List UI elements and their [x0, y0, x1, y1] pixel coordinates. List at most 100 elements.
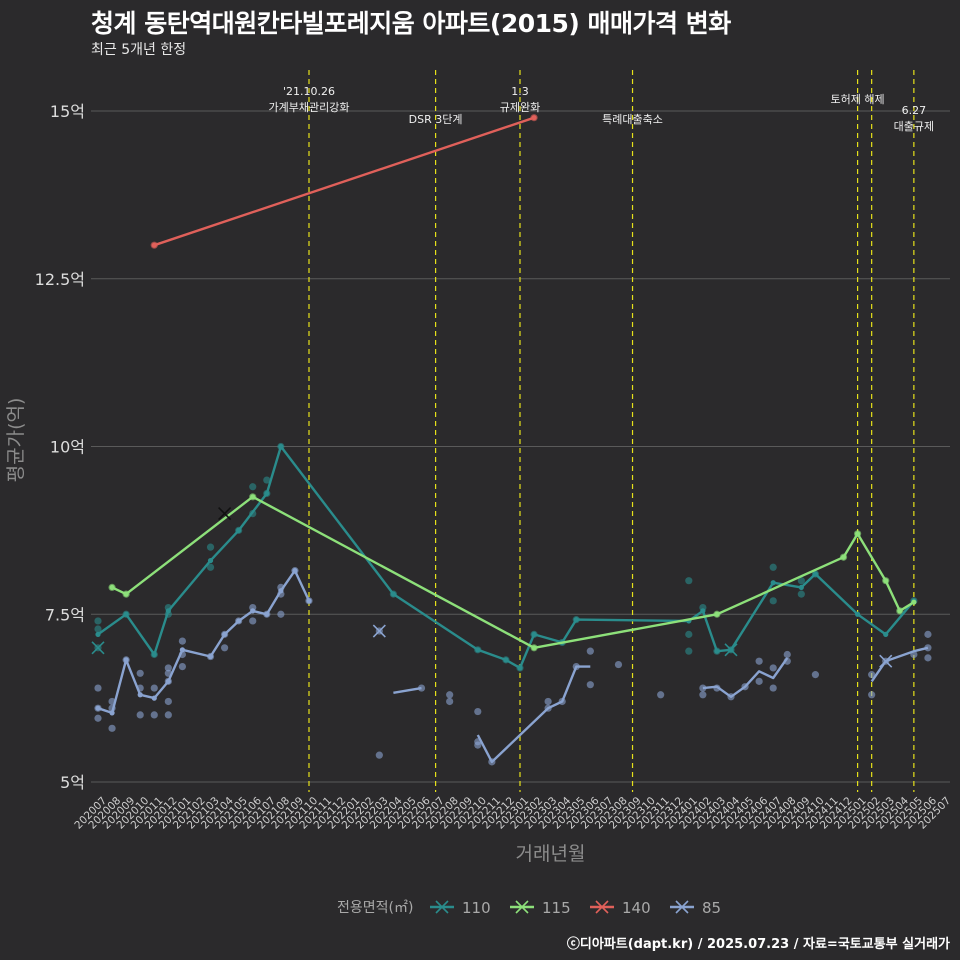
data-point — [263, 476, 271, 484]
data-point — [94, 684, 102, 692]
data-point — [446, 691, 454, 699]
series-vertex — [109, 584, 115, 591]
y-tick-label: 7.5억 — [45, 605, 85, 624]
data-point — [783, 650, 791, 659]
series-vertex — [840, 554, 847, 560]
series-vertex — [855, 531, 861, 537]
data-point — [94, 617, 102, 625]
series-vertex — [179, 647, 185, 653]
legend-swatch-cross — [515, 900, 529, 914]
data-point — [150, 711, 158, 719]
data-point — [206, 563, 215, 571]
legend-swatch-cross — [595, 900, 609, 914]
data-point — [474, 707, 482, 716]
series-vertex — [207, 557, 214, 564]
legend-item: 115 — [510, 899, 571, 917]
data-point — [924, 644, 932, 652]
policy-marker-label: DSR 3단계 — [409, 113, 463, 126]
policy-marker-label: 규제완화 — [500, 101, 540, 114]
data-point — [164, 664, 172, 672]
legend-label: 85 — [702, 899, 721, 917]
data-point — [136, 711, 144, 719]
y-tick-label: 15억 — [50, 102, 85, 121]
legend-item: 140 — [590, 899, 651, 917]
series-vertex — [123, 591, 129, 597]
chart-subtitle: 최근 5개년 한정 — [91, 42, 187, 58]
series-vertex — [95, 631, 101, 637]
data-point — [544, 697, 552, 706]
data-point — [755, 677, 763, 685]
series-vertex — [503, 657, 509, 663]
series-vertex — [855, 611, 861, 617]
series-vertex — [250, 494, 256, 500]
cross-marker — [724, 643, 738, 657]
policy-marker-label: 6.27 — [902, 104, 927, 117]
legend-title: 전용면적(㎡) — [337, 900, 413, 916]
data-point — [94, 625, 102, 633]
policy-marker-label: 특례대출축소 — [602, 113, 663, 126]
series-vertex — [292, 568, 298, 574]
legend-label: 115 — [542, 899, 571, 917]
series-vertex — [264, 490, 270, 497]
data-point — [755, 657, 763, 665]
series-line — [111, 495, 915, 649]
series-vertex — [165, 678, 171, 684]
series-line — [702, 657, 789, 698]
cross-marker — [218, 507, 232, 521]
legend-swatch-cross — [675, 900, 689, 914]
series-vertex — [278, 443, 284, 450]
series-vertex — [165, 608, 171, 614]
data-point — [797, 590, 805, 598]
policy-marker-label: 1.3 — [511, 85, 529, 98]
series-vertex — [883, 578, 889, 584]
cross-marker — [91, 641, 105, 655]
data-point — [685, 647, 693, 655]
data-point — [206, 543, 215, 551]
series-vertex — [883, 631, 889, 637]
data-point — [178, 637, 186, 645]
series-vertex — [222, 631, 228, 637]
data-point — [94, 714, 102, 722]
data-point — [178, 662, 186, 671]
data-point — [446, 697, 454, 706]
data-point — [136, 669, 144, 677]
series-line — [153, 116, 535, 247]
series-vertex — [306, 598, 312, 604]
data-point — [614, 660, 623, 669]
series-vertex — [798, 584, 804, 591]
data-point — [586, 647, 594, 655]
series-vertex — [573, 617, 579, 623]
series-vertex — [770, 580, 776, 586]
series-vertex — [531, 645, 537, 651]
data-point — [474, 741, 482, 749]
policy-marker-label: 토허제 해제 — [831, 92, 885, 106]
series-vertex — [123, 611, 129, 617]
data-point — [249, 617, 257, 625]
y-axis-title: 평균가(억) — [5, 398, 27, 483]
legend-swatch-cross — [435, 900, 449, 914]
legend-label: 110 — [462, 899, 491, 917]
data-point — [924, 654, 932, 662]
series-vertex — [531, 115, 537, 121]
legend-item: 110 — [430, 899, 491, 917]
data-point — [868, 671, 876, 679]
series-vertex — [95, 705, 101, 711]
data-point — [769, 664, 777, 672]
data-point — [811, 671, 820, 679]
data-point — [769, 597, 777, 605]
policy-marker-label: 가계부채관리강화 — [269, 101, 350, 114]
series-vertex — [151, 695, 157, 701]
series-vertex — [531, 631, 537, 637]
series-vertex — [236, 618, 242, 624]
chart-title: 청계 동탄역대원칸타빌포레지움 아파트(2015) 매매가격 변화 — [91, 9, 731, 38]
data-point — [797, 577, 805, 585]
series-vertex — [151, 651, 157, 658]
series-line — [870, 646, 929, 683]
series-vertex — [151, 242, 157, 248]
series-vertex — [278, 588, 284, 594]
series-vertex — [714, 611, 720, 617]
data-point — [417, 684, 426, 692]
series-vertex — [236, 527, 242, 533]
